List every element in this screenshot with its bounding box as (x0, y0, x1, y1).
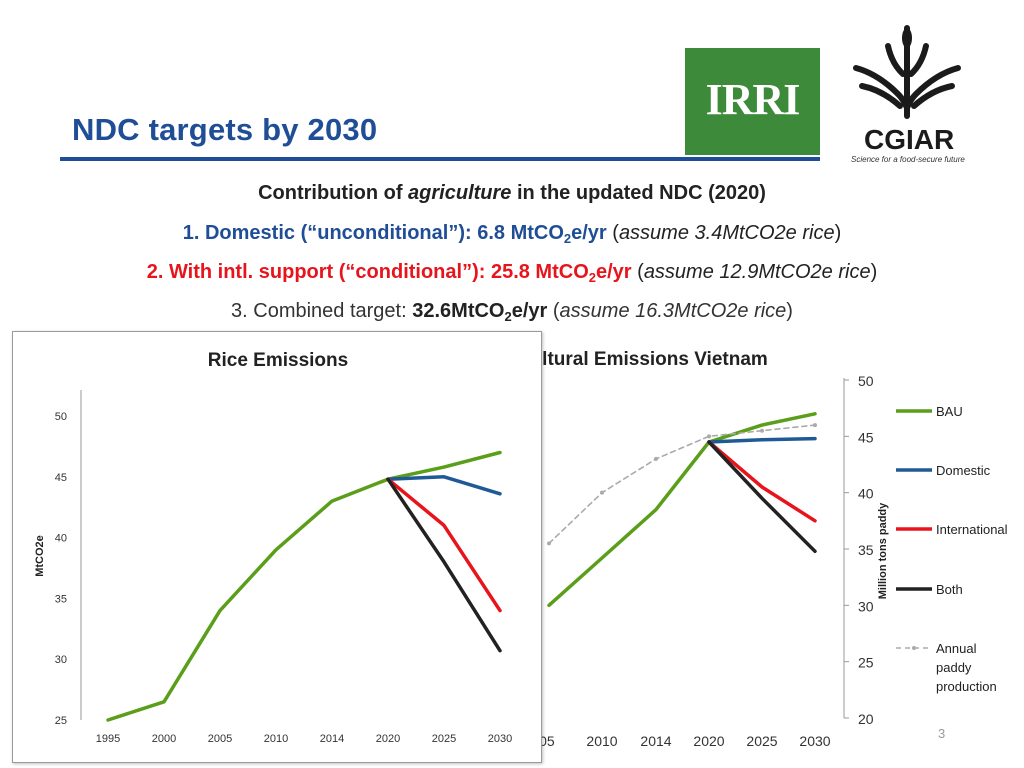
agri-point-annual-paddy-production-2005 (547, 541, 551, 546)
ndc-heading-suffix: in the updated NDC (2020) (511, 182, 766, 204)
rice-y-tick-50: 50 (55, 411, 67, 423)
line3-sub: 2 (504, 309, 512, 324)
agri-y-tick-50: 50 (858, 373, 874, 389)
line1-assume: assume 3.4MtCO2e rice (618, 222, 835, 244)
rice-x-tick-2014: 2014 (320, 733, 344, 745)
line2-main: 2. With intl. support (“conditional”): 2… (146, 261, 589, 283)
agri-legend-label-both: Both (936, 582, 963, 597)
agri-x-tick-2020: 2020 (693, 733, 724, 749)
agri-legend-label-annual-paddy-production-1: paddy (936, 660, 972, 675)
agri-series-bau (547, 412, 817, 608)
rice-emissions-panel: Rice Emissions 25 30 35 40 45 50 MtCO2e 1995 2000… (12, 331, 542, 763)
agri-y-tick-20: 20 (858, 711, 874, 727)
agri-y-axis-label: Million tons paddy (877, 502, 889, 599)
rice-x-tick-2005: 2005 (208, 733, 232, 745)
rice-y-tick-25: 25 (55, 715, 67, 727)
rice-x-tick-1995: 1995 (96, 733, 120, 745)
ndc-line-conditional: 2. With intl. support (“conditional”): 2… (0, 261, 1024, 284)
agri-y-tick-40: 40 (858, 486, 874, 502)
agri-legend-label-annual-paddy-production-0: Annual (936, 641, 977, 656)
agri-x-tick-2010: 2010 (586, 733, 617, 749)
agri-x-tick-2025: 2025 (746, 733, 777, 749)
agri-legend-marker-annual-paddy-production (912, 646, 916, 650)
line3-assume: assume 16.3MtCO2e rice (559, 300, 787, 322)
rice-x-tick-2000: 2000 (152, 733, 176, 745)
line1-main: 1. Domestic (“unconditional”): 6.8 MtCO (182, 222, 564, 244)
agri-x-tick-2014: 2014 (640, 733, 671, 749)
slide-number: 3 (938, 726, 946, 741)
line3-prefix: 3. Combined target: (231, 300, 413, 322)
rice-y-tick-45: 45 (55, 472, 67, 484)
line1-sub: 2 (563, 231, 572, 246)
agri-y-tick-25: 25 (858, 655, 874, 671)
agri-chart-title: cultural Emissions Vietnam (520, 349, 768, 370)
rice-x-tick-2025: 2025 (432, 733, 456, 745)
agri-y-tick-35: 35 (858, 542, 874, 558)
agri-series-domestic (707, 436, 817, 444)
rice-series-domestic (386, 475, 502, 496)
rice-series-bau (106, 450, 502, 722)
line3-open: ( (547, 300, 560, 322)
cgiar-name: CGIAR (864, 124, 955, 155)
rice-y-tick-35: 35 (55, 593, 67, 605)
rice-emissions-chart: Rice Emissions 25 30 35 40 45 50 MtCO2e 1995 2000… (34, 350, 512, 745)
slide-title: NDC targets by 2030 (72, 112, 378, 147)
rice-y-tick-30: 30 (55, 654, 67, 666)
cgiar-wheat-logo-icon (853, 25, 961, 119)
line1-open: ( (606, 222, 619, 244)
rice-y-axis-label: MtCO2e (34, 535, 46, 577)
agri-point-annual-paddy-production-2014 (654, 456, 658, 461)
agri-series-international (707, 440, 817, 523)
rice-x-tick-2030: 2030 (488, 733, 512, 745)
ndc-line-combined: 3. Combined target: 32.6MtCO2e/yr (assum… (0, 300, 1024, 323)
title-underline (60, 157, 820, 161)
line2-unit: e/yr (596, 261, 632, 283)
agri-legend-label-bau: BAU (936, 404, 963, 419)
line1-unit: e/yr (571, 222, 607, 244)
agri-legend-label-domestic: Domestic (936, 463, 991, 478)
agri-x-tick-2030: 2030 (799, 733, 830, 749)
line2-open: ( (631, 261, 644, 283)
cgiar-tagline: Science for a food-secure future (851, 155, 965, 164)
ndc-line-domestic: 1. Domestic (“unconditional”): 6.8 MtCO2… (0, 222, 1024, 245)
line3-value: 32.6MtCO (412, 300, 505, 322)
rice-series-both (386, 477, 502, 653)
agri-point-annual-paddy-production-2010 (600, 490, 604, 495)
line2-sub: 2 (588, 270, 596, 285)
agri-legend-label-annual-paddy-production-2: production (936, 679, 997, 694)
rice-y-tick-40: 40 (55, 533, 67, 545)
line3-close: ) (786, 300, 793, 322)
rice-x-tick-2020: 2020 (376, 733, 400, 745)
agri-point-annual-paddy-production-2030 (813, 423, 817, 428)
agri-point-annual-paddy-production-2020 (707, 434, 711, 439)
line3-unit: e/yr (511, 300, 548, 322)
agri-y-tick-30: 30 (858, 598, 874, 614)
ndc-heading-emph: agriculture (408, 182, 512, 204)
ndc-heading: Contribution of agriculture in the updat… (0, 182, 1024, 205)
irri-logo-text: IRRI (705, 75, 801, 124)
ndc-heading-prefix: Contribution of (258, 182, 409, 204)
agri-point-annual-paddy-production-2025 (760, 428, 764, 433)
agri-series-annual-paddy-production (548, 424, 816, 545)
agri-y-tick-45: 45 (858, 429, 874, 445)
line2-close: ) (870, 261, 878, 283)
line1-close: ) (834, 222, 842, 244)
agri-legend-label-international: International (936, 522, 1008, 537)
agri-series-both (707, 440, 817, 554)
line2-assume: assume 12.9MtCO2e rice (643, 261, 871, 283)
rice-x-tick-2010: 2010 (264, 733, 288, 745)
irri-logo: IRRI (685, 48, 820, 155)
rice-chart-title: Rice Emissions (208, 350, 348, 371)
rice-series-international (386, 477, 502, 613)
